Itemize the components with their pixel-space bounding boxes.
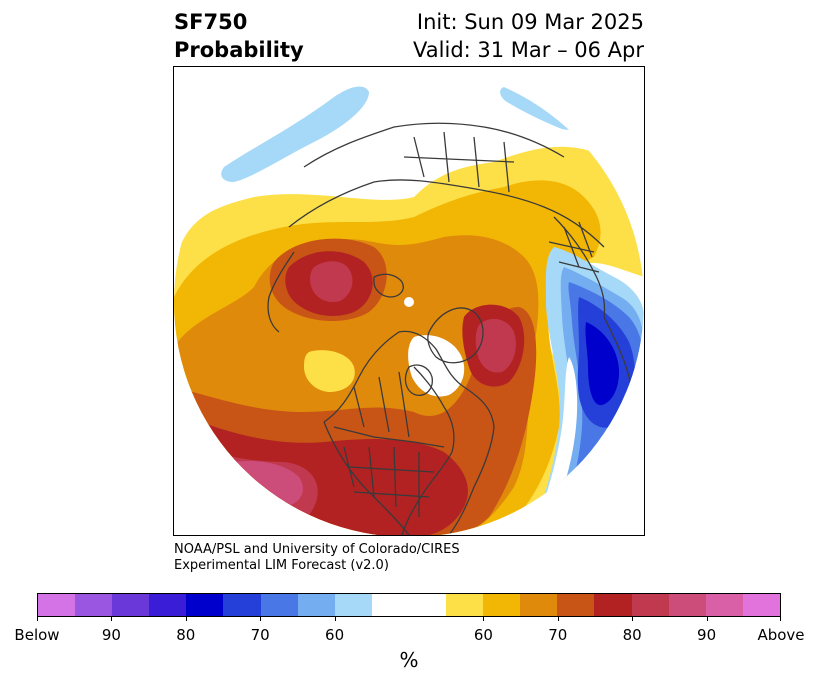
coastline-mexico [323, 421, 410, 535]
colorbar-swatch [705, 594, 743, 616]
colorbar-tick [632, 616, 634, 621]
field-neutral-center [408, 335, 465, 397]
border-states-grid [343, 446, 435, 517]
north-pole-marker [404, 297, 414, 307]
colorbar-tick-label: 70 [548, 626, 568, 644]
field-neutral-ridge [529, 357, 578, 535]
chart-title-left: SF750 Probability [174, 8, 304, 64]
colorbar-swatch [557, 594, 595, 616]
border-europe-grid [548, 221, 600, 273]
colorbar-tick-label: Below [14, 626, 60, 644]
variable-name: SF750 [174, 10, 248, 34]
credit-line-1: NOAA/PSL and University of Colorado/CIRE… [174, 542, 460, 557]
colorbar-swatch [742, 594, 780, 616]
coastline-europe [553, 216, 606, 318]
init-date: Init: Sun 09 Mar 2025 [416, 10, 644, 34]
coastline-north-america-west [323, 330, 495, 535]
colorbar-tick [185, 616, 187, 621]
border-asia-grid [403, 131, 515, 193]
colorbar-tick-label: 60 [325, 626, 345, 644]
colorbar-swatch [631, 594, 669, 616]
colorbar-swatch [668, 594, 706, 616]
colorbar-tick-label: 90 [697, 626, 717, 644]
field-below-max [585, 322, 620, 406]
credit-line-2: Experimental LIM Forecast (v2.0) [174, 558, 389, 573]
coastline-alaska [267, 251, 295, 333]
coastline-greenland [427, 307, 484, 364]
colorbar-swatch [483, 594, 521, 616]
colorbar-swatch [594, 594, 632, 616]
colorbar [37, 593, 781, 617]
colorbar-swatch [38, 594, 76, 616]
colorbar-tick [260, 616, 262, 621]
colorbar-tick-label: 70 [250, 626, 270, 644]
colorbar-unit: % [399, 648, 419, 672]
colorbar-swatch [260, 594, 298, 616]
credit-text: NOAA/PSL and University of Colorado/CIRE… [174, 542, 460, 574]
colorbar-tick [334, 616, 336, 621]
colorbar-swatch [520, 594, 558, 616]
coastline-hudson-bay [404, 364, 433, 396]
colorbar-tick-label: 60 [473, 626, 493, 644]
colorbar-ticks [37, 616, 781, 624]
field-above-crimson-north [310, 261, 353, 303]
field-below-low-northeast [500, 87, 575, 130]
colorbar-tick-label: Above [757, 626, 805, 644]
coastline-north-america-east [401, 366, 455, 535]
colorbar-tick-label: 90 [101, 626, 121, 644]
colorbar-swatch [334, 594, 372, 616]
coastlines-layer [267, 122, 636, 535]
coastline-eurasia-north [288, 179, 605, 248]
colorbar-tick [111, 616, 113, 621]
colorbar-swatch [371, 594, 409, 616]
colorbar-swatch [297, 594, 335, 616]
colorbar-swatch [446, 594, 484, 616]
colorbar-swatch [75, 594, 113, 616]
map-frame [173, 66, 645, 536]
variable-subtitle: Probability [174, 38, 304, 62]
valid-date-range: Valid: 31 Mar – 06 Apr [413, 38, 644, 62]
chart-title-right: Init: Sun 09 Mar 2025 Valid: 31 Mar – 06… [413, 8, 644, 64]
field-above-crimson-atlantic [475, 318, 516, 373]
colorbar-tick [483, 616, 485, 621]
colorbar-tick-label: 80 [622, 626, 642, 644]
colorbar-tick [37, 616, 38, 621]
colorbar-swatch [408, 594, 447, 616]
border-us-canada [333, 426, 445, 448]
coastline-arctic-islands [373, 273, 404, 298]
probability-map [174, 67, 644, 535]
colorbar-tick [557, 616, 559, 621]
colorbar-swatch [186, 594, 224, 616]
colorbar-swatch [112, 594, 150, 616]
field-below-low-west [221, 86, 369, 182]
colorbar-swatch [223, 594, 261, 616]
coastline-siberia [303, 122, 565, 168]
colorbar-tick [780, 616, 781, 621]
field-above-low-interior [304, 350, 355, 392]
border-canada-provinces [353, 371, 410, 438]
colorbar-tick-label: 80 [176, 626, 196, 644]
colorbar-swatch [149, 594, 187, 616]
colorbar-tick [706, 616, 708, 621]
